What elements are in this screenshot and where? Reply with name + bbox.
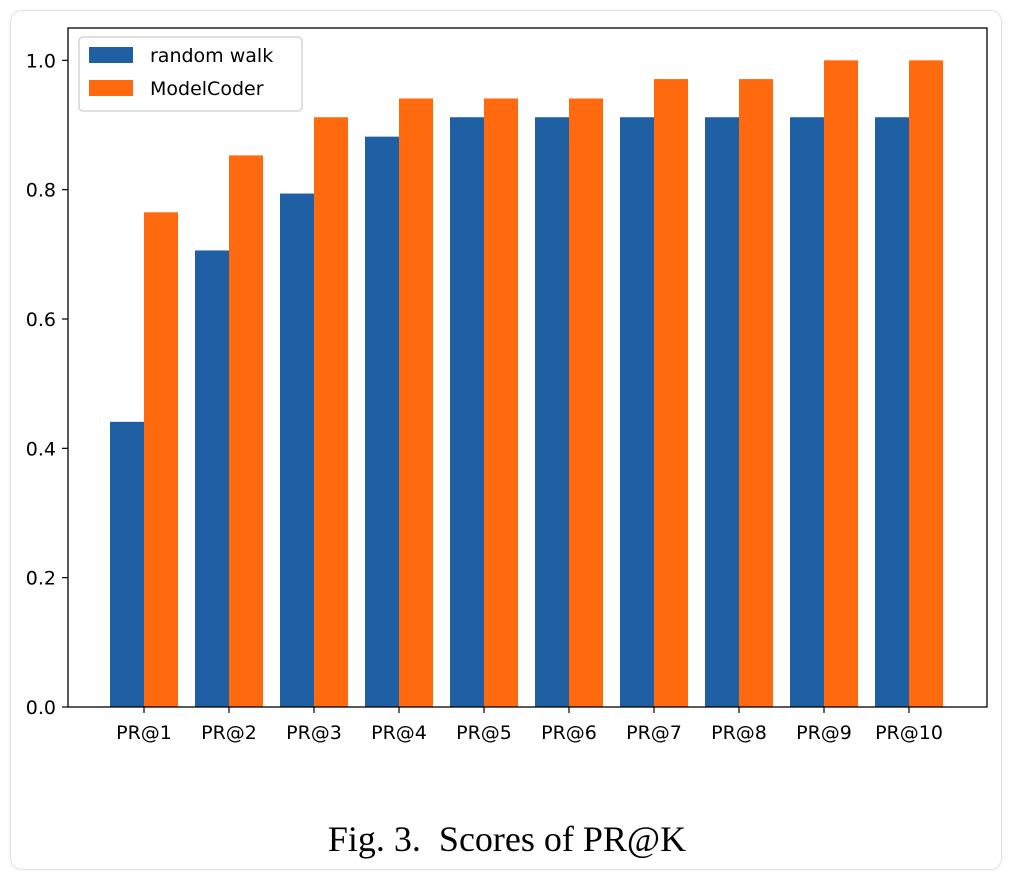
bar-modelcoder-7	[654, 79, 688, 707]
legend-swatch	[89, 47, 133, 63]
x-tick-label: PR@6	[541, 722, 597, 744]
bar-modelcoder-1	[144, 212, 178, 708]
bar-random-walk-5	[450, 117, 484, 708]
bar-modelcoder-2	[229, 155, 263, 708]
plot-frame	[67, 27, 988, 708]
y-tick-label: 0.2	[26, 568, 56, 590]
x-tick-label: PR@9	[796, 722, 852, 744]
y-tick-label: 1.0	[26, 50, 56, 72]
y-tick-label: 0.0	[26, 697, 56, 719]
legend-label: random walk	[150, 45, 273, 67]
bars-group	[110, 60, 943, 708]
bar-chart: 0.00.20.40.60.81.0 PR@1 PR@2 PR@3 PR@4 PR@5 P…	[26, 27, 988, 744]
bar-modelcoder-10	[909, 60, 943, 708]
bar-modelcoder-6	[569, 98, 603, 707]
bar-random-walk-8	[705, 117, 739, 708]
x-tick-label: PR@8	[711, 722, 767, 744]
legend-box	[78, 36, 303, 112]
x-axis-ticks: PR@1 PR@2 PR@3 PR@4 PR@5 PR@6 PR@7 PR@8 PR@9 PR@1…	[116, 707, 943, 744]
x-tick-label: PR@2	[201, 722, 257, 744]
x-tick-label: PR@10	[875, 722, 943, 744]
bar-modelcoder-5	[484, 98, 518, 707]
legend-swatch	[89, 80, 133, 96]
y-axis-ticks: 0.0 0.2 0.4 0.6 0.8 1.0	[26, 50, 68, 719]
x-tick-label: PR@5	[456, 722, 512, 744]
figure-caption: Fig. 3. Scores of PR@K	[327, 819, 687, 859]
bar-random-walk-3	[280, 193, 314, 708]
x-tick-label: PR@7	[626, 722, 682, 744]
x-tick-label: PR@3	[286, 722, 342, 744]
bar-random-walk-10	[875, 117, 909, 708]
bar-random-walk-7	[620, 117, 654, 708]
bar-random-walk-2	[195, 250, 229, 707]
bar-modelcoder-9	[824, 60, 858, 708]
legend-label: ModelCoder	[150, 78, 264, 100]
x-tick-label: PR@4	[371, 722, 427, 744]
bar-modelcoder-3	[314, 117, 348, 708]
bar-random-walk-1	[110, 421, 144, 707]
y-tick-label: 0.4	[26, 438, 56, 460]
bar-random-walk-9	[790, 117, 824, 708]
legend: random walk ModelCoder	[78, 36, 303, 112]
y-tick-label: 0.6	[26, 309, 56, 331]
bar-modelcoder-4	[399, 98, 433, 707]
y-tick-label: 0.8	[26, 180, 56, 202]
bar-random-walk-6	[535, 117, 569, 708]
bar-modelcoder-8	[739, 79, 773, 707]
bar-random-walk-4	[365, 136, 399, 707]
x-tick-label: PR@1	[116, 722, 172, 744]
